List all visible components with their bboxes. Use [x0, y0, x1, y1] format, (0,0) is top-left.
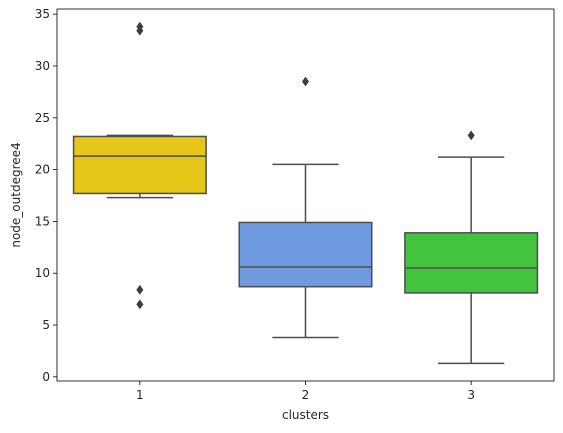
y-tick-label: 25 [35, 111, 50, 125]
flier-point [136, 284, 144, 295]
axes-frame [56, 8, 555, 382]
box-body [404, 232, 539, 294]
y-tick-label: 5 [42, 318, 50, 332]
y-tick-label: 15 [35, 214, 50, 228]
y-tick-label: 10 [35, 266, 50, 280]
x-tick-label: 2 [302, 388, 310, 402]
x-tick-label: 3 [467, 388, 475, 402]
box-group-1 [72, 21, 207, 310]
flier-point [136, 25, 144, 36]
y-axis-label: node_outdegree4 [9, 142, 23, 247]
x-axis-label: clusters [282, 408, 329, 422]
x-tick-label: 1 [136, 388, 144, 402]
y-tick-label: 20 [35, 163, 50, 177]
flier-point [302, 76, 309, 87]
box-group-2 [238, 76, 373, 339]
y-ticks: 0 5 10 15 20 25 30 35 [35, 7, 57, 384]
y-tick-label: 0 [42, 370, 50, 384]
box-body [238, 221, 373, 288]
flier-point [136, 299, 144, 310]
x-ticks: 1 2 3 [136, 381, 475, 402]
y-tick-label: 30 [35, 59, 50, 73]
boxes-layer [72, 21, 539, 365]
box-group-3 [404, 130, 539, 365]
flier-point [467, 130, 475, 141]
y-tick-label: 35 [35, 7, 50, 21]
box-body [72, 135, 207, 195]
